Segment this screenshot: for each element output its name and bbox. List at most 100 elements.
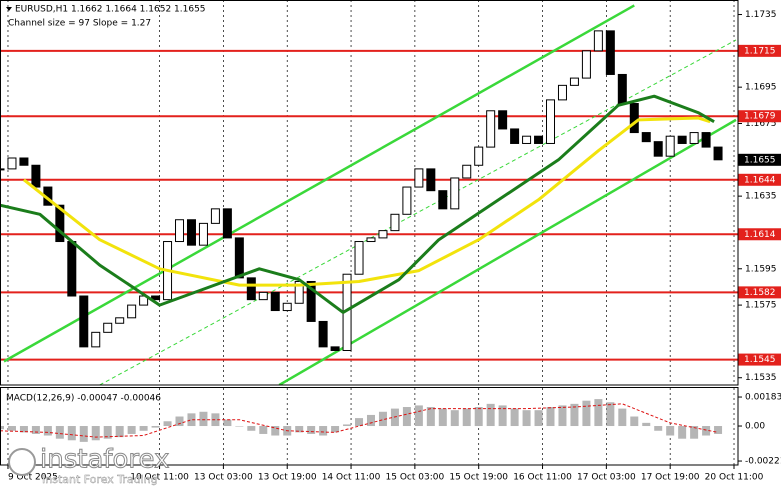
macd-bar bbox=[67, 426, 76, 441]
candle bbox=[498, 110, 508, 130]
candle bbox=[486, 110, 496, 148]
level-label: 1.1679 bbox=[744, 112, 776, 122]
candle bbox=[522, 135, 532, 144]
level-label-bg bbox=[738, 44, 781, 57]
main-plot bbox=[0, 0, 738, 385]
candle bbox=[318, 320, 328, 348]
macd-bar bbox=[139, 426, 148, 431]
candle bbox=[557, 84, 567, 101]
candle bbox=[534, 135, 544, 144]
logo-icon bbox=[8, 448, 36, 476]
macd-bar bbox=[546, 407, 555, 427]
macd-bar bbox=[223, 419, 232, 427]
candle bbox=[55, 204, 65, 243]
macd-bar bbox=[522, 410, 531, 427]
x-tick-label: 16 Oct 11:00 bbox=[513, 473, 572, 483]
macd-bar bbox=[91, 426, 100, 441]
level-label-bg bbox=[738, 286, 781, 299]
macd-bar bbox=[31, 426, 40, 434]
current-price-label: 1.1655 bbox=[744, 155, 776, 165]
macd-bar bbox=[175, 416, 184, 427]
macd-bar bbox=[331, 426, 340, 433]
macd-bar bbox=[163, 421, 172, 427]
logo-tagline: Instant Forex Trading bbox=[42, 473, 158, 486]
candle bbox=[354, 241, 364, 275]
macd-bar bbox=[355, 418, 364, 427]
macd-bar bbox=[127, 426, 136, 434]
candle bbox=[0, 168, 5, 171]
candle bbox=[569, 77, 579, 86]
macd-bar bbox=[510, 408, 519, 427]
y-tick-label: 1.1735 bbox=[745, 10, 777, 20]
macd-bar bbox=[7, 426, 16, 431]
y-tick-label: 1.1675 bbox=[745, 119, 777, 129]
x-tick-label: 13 Oct 03:00 bbox=[194, 473, 253, 483]
macd-bar bbox=[618, 408, 627, 427]
macd-bar bbox=[438, 408, 447, 427]
candle bbox=[67, 241, 77, 297]
candle bbox=[246, 277, 256, 301]
macd-bar bbox=[582, 400, 591, 427]
moving-average bbox=[0, 94, 715, 314]
macd-bar bbox=[678, 426, 687, 439]
macd-bar bbox=[307, 426, 316, 434]
macd-bar bbox=[426, 407, 435, 427]
level-label-bg bbox=[738, 173, 781, 186]
chart-title: EURUSD,H1 1.1662 1.1664 1.1652 1.1655 bbox=[15, 5, 206, 15]
candle bbox=[19, 157, 29, 166]
macd-plot bbox=[0, 388, 735, 465]
header-marker bbox=[6, 7, 12, 11]
candle bbox=[378, 230, 388, 239]
y-tick-label: 0.00183 bbox=[745, 393, 781, 403]
macd-bar bbox=[666, 426, 675, 436]
candle bbox=[462, 164, 472, 179]
macd-bar bbox=[606, 402, 615, 427]
candle bbox=[115, 317, 125, 324]
macd-bar bbox=[259, 426, 268, 434]
macd-bar bbox=[0, 426, 4, 430]
candle bbox=[653, 141, 663, 157]
candle bbox=[450, 177, 460, 210]
candle bbox=[510, 128, 520, 144]
macd-bar bbox=[414, 405, 423, 427]
candle bbox=[581, 50, 591, 79]
macd-bar bbox=[103, 426, 112, 439]
candle bbox=[31, 164, 41, 188]
macd-bar bbox=[187, 413, 196, 427]
candle bbox=[330, 346, 340, 351]
macd-bar bbox=[55, 426, 64, 439]
candle bbox=[593, 30, 603, 52]
candle bbox=[91, 331, 101, 348]
main-frame bbox=[0, 0, 739, 386]
macd-bar bbox=[450, 410, 459, 427]
candle bbox=[402, 186, 412, 215]
macd-bar bbox=[630, 416, 639, 427]
chart-subtitle: Channel size = 97 Slope = 1.27 bbox=[8, 19, 151, 29]
axes: 9 Oct 2025 10 Oct 11:00 13 Oct 03:00 13 Oct… bbox=[7, 10, 781, 483]
candle bbox=[629, 103, 639, 134]
candle bbox=[474, 146, 484, 166]
candle bbox=[689, 132, 699, 144]
macd-bar bbox=[594, 399, 603, 427]
macd-bar bbox=[235, 426, 244, 427]
macd-signal bbox=[0, 403, 719, 438]
y-tick-label: 1.1695 bbox=[745, 83, 777, 93]
macd-bar bbox=[654, 426, 663, 431]
candle bbox=[7, 157, 17, 170]
x-tick-label: 17 Oct 03:00 bbox=[577, 473, 636, 483]
candle bbox=[438, 190, 448, 210]
candle bbox=[103, 322, 113, 333]
candle bbox=[258, 291, 268, 301]
candle bbox=[641, 132, 651, 143]
macd-bar bbox=[151, 426, 160, 428]
y-tick-label: 0.00 bbox=[745, 422, 765, 432]
macd-bar bbox=[714, 426, 723, 434]
macd-bar bbox=[295, 426, 304, 433]
x-tick-label: 15 Oct 03:00 bbox=[386, 473, 445, 483]
macd-bar bbox=[343, 424, 352, 427]
level-label: 1.1614 bbox=[744, 230, 776, 240]
x-tick-label: 20 Oct 11:00 bbox=[705, 473, 764, 483]
channel-line bbox=[3, 4, 635, 363]
